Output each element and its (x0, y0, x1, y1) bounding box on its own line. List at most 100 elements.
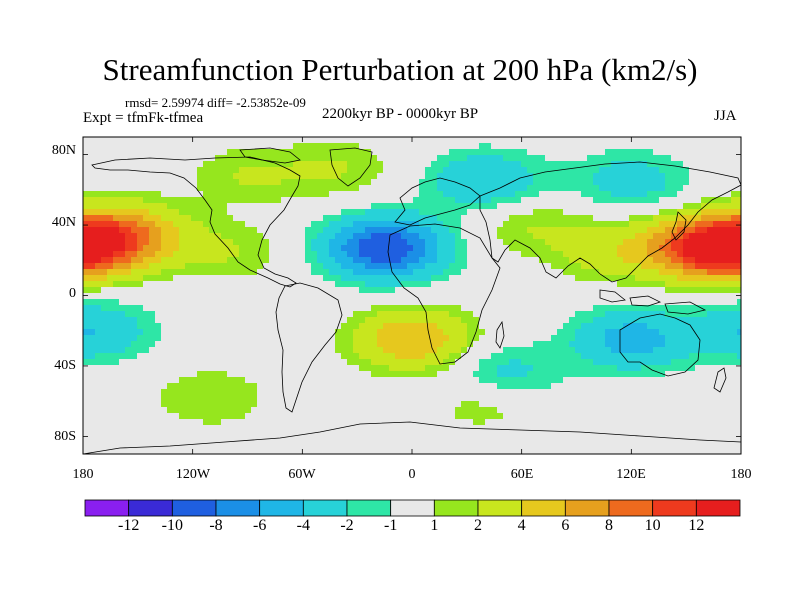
field-cell (125, 425, 132, 432)
field-cell (449, 449, 456, 454)
field-cell (605, 293, 612, 300)
field-cell (269, 401, 276, 408)
field-cell (563, 149, 570, 156)
field-cell (467, 149, 474, 156)
field-cell (371, 389, 378, 396)
field-cell (599, 365, 606, 372)
field-cell (557, 365, 564, 372)
field-cell (245, 233, 252, 240)
field-cell (371, 191, 378, 198)
field-cell (293, 161, 300, 168)
field-cell (131, 269, 138, 276)
field-cell (365, 341, 372, 348)
field-cell (119, 287, 126, 294)
field-cell (473, 287, 480, 294)
field-cell (155, 389, 162, 396)
field-cell (407, 383, 414, 390)
field-cell (173, 371, 180, 378)
field-cell (473, 431, 480, 438)
field-cell (521, 437, 528, 444)
field-cell (431, 239, 438, 246)
field-cell (365, 221, 372, 228)
field-cell (161, 389, 168, 396)
field-cell (191, 323, 198, 330)
field-cell (611, 227, 618, 234)
field-cell (143, 281, 150, 288)
field-cell (137, 263, 144, 270)
field-cell (119, 173, 126, 180)
field-cell (479, 281, 486, 288)
field-cell (485, 203, 492, 210)
field-cell (467, 437, 474, 444)
field-cell (365, 173, 372, 180)
field-cell (197, 311, 204, 318)
field-cell (89, 155, 96, 162)
field-cell (95, 437, 102, 444)
field-cell (209, 257, 216, 264)
field-cell (503, 203, 510, 210)
field-cell (569, 275, 576, 282)
field-cell (413, 215, 420, 222)
field-cell (437, 179, 444, 186)
field-cell (89, 341, 96, 348)
field-cell (365, 425, 372, 432)
field-cell (287, 371, 294, 378)
field-cell (263, 251, 270, 258)
field-cell (275, 293, 282, 300)
field-cell (293, 233, 300, 240)
field-cell (515, 431, 522, 438)
field-cell (161, 365, 168, 372)
field-cell (83, 179, 90, 186)
field-cell (95, 233, 102, 240)
field-cell (425, 443, 432, 450)
field-cell (137, 287, 144, 294)
field-cell (323, 221, 330, 228)
field-cell (503, 341, 510, 348)
field-cell (611, 311, 618, 318)
field-cell (353, 203, 360, 210)
field-cell (221, 395, 228, 402)
field-cell (443, 437, 450, 444)
field-cell (389, 275, 396, 282)
field-cell (317, 347, 324, 354)
field-cell (353, 173, 360, 180)
field-cell (125, 257, 132, 264)
field-cell (161, 149, 168, 156)
field-cell (275, 395, 282, 402)
field-cell (107, 269, 114, 276)
field-cell (515, 395, 522, 402)
field-cell (503, 143, 510, 150)
field-cell (557, 311, 564, 318)
field-cell (131, 227, 138, 234)
field-cell (245, 143, 252, 150)
field-cell (269, 425, 276, 432)
field-cell (401, 161, 408, 168)
field-cell (467, 275, 474, 282)
field-cell (143, 299, 150, 306)
field-cell (485, 245, 492, 252)
field-cell (227, 437, 234, 444)
field-cell (161, 143, 168, 150)
field-cell (575, 389, 582, 396)
field-cell (569, 437, 576, 444)
field-cell (449, 221, 456, 228)
field-cell (383, 431, 390, 438)
field-cell (623, 395, 630, 402)
field-cell (269, 413, 276, 420)
field-cell (545, 323, 552, 330)
field-cell (539, 263, 546, 270)
field-cell (461, 443, 468, 450)
field-cell (239, 293, 246, 300)
field-cell (89, 401, 96, 408)
field-cell (449, 389, 456, 396)
field-cell (539, 161, 546, 168)
field-cell (455, 197, 462, 204)
field-cell (641, 167, 648, 174)
field-cell (173, 173, 180, 180)
field-cell (479, 407, 486, 414)
field-cell (599, 419, 606, 426)
field-cell (383, 263, 390, 270)
field-cell (581, 161, 588, 168)
field-cell (509, 341, 516, 348)
field-cell (599, 197, 606, 204)
